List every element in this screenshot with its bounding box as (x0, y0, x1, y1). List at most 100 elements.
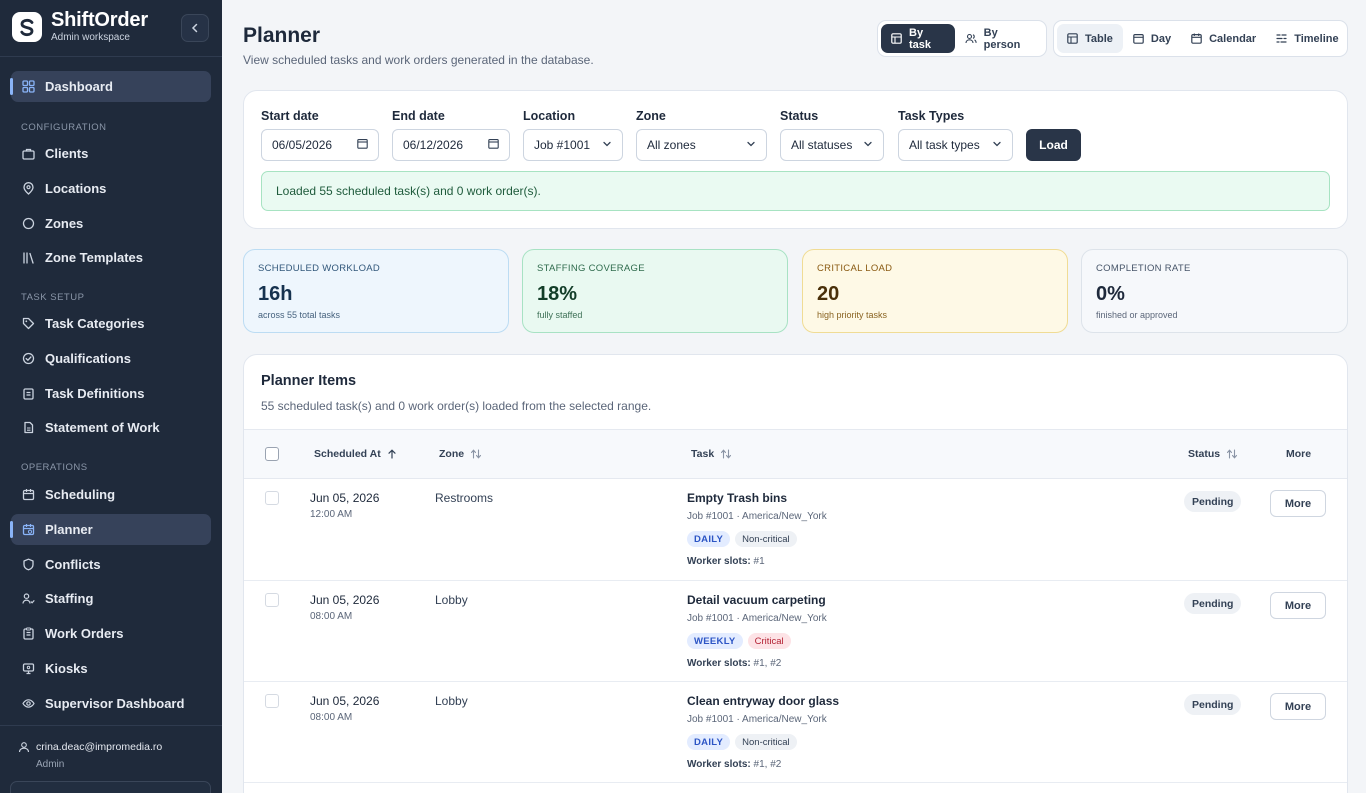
stat-card-workload: SCHEDULED WORKLOAD 16h across 55 total t… (243, 249, 509, 333)
row-job: Job #1001 · America/New_York (687, 511, 827, 522)
row-task-name[interactable]: Empty Trash bins (687, 491, 788, 505)
sort-icon (1226, 449, 1238, 459)
stat-card-coverage: STAFFING COVERAGE 18% fully staffed (522, 249, 788, 333)
end-date-input[interactable]: 06/12/2026 (392, 129, 510, 161)
sidebar-item-label: Task Categories (45, 316, 145, 331)
sidebar: ShiftOrder Admin workspace Dashboard CON… (0, 0, 222, 793)
row-task-name[interactable]: Clean entryway door glass (687, 694, 840, 708)
sidebar-item-task-categories[interactable]: Task Categories (11, 308, 211, 339)
start-date-input[interactable]: 06/05/2026 (261, 129, 379, 161)
sort-icon (470, 449, 482, 459)
table-icon (891, 33, 902, 44)
calendar-clock-icon (21, 523, 35, 537)
collapse-sidebar-button[interactable] (181, 14, 209, 42)
more-button[interactable]: More (1270, 592, 1326, 619)
stat-label: COMPLETION RATE (1096, 263, 1191, 274)
worker-slots: Worker slots: #1, #2 (687, 658, 781, 669)
by-task-button[interactable]: By task (881, 24, 955, 53)
sidebar-item-scheduling[interactable]: Scheduling (11, 479, 211, 510)
sidebar-item-work-orders[interactable]: Work Orders (11, 618, 211, 649)
load-status-message: Loaded 55 scheduled task(s) and 0 work o… (261, 171, 1330, 211)
more-button[interactable]: More (1270, 490, 1326, 517)
zone-select[interactable]: All zones (636, 129, 767, 161)
calendar-view-button[interactable]: Calendar (1181, 24, 1266, 53)
by-person-button[interactable]: By person (955, 24, 1043, 53)
calendar-icon (1133, 33, 1144, 44)
stat-caption: finished or approved (1096, 310, 1178, 320)
row-checkbox[interactable] (265, 694, 279, 708)
grid-icon (21, 80, 35, 94)
workspace-switcher[interactable] (10, 781, 211, 793)
worker-slots: Worker slots: #1, #2 (687, 759, 781, 770)
table-header: Scheduled At Zone Task Status More (244, 429, 1347, 479)
task-types-select[interactable]: All task types (898, 129, 1013, 161)
row-time: 12:00 AM (310, 509, 353, 520)
table-row[interactable]: Jun 05, 2026 08:00 AM Lobby Detail vacuu… (244, 581, 1347, 682)
select-all-checkbox[interactable] (265, 447, 279, 461)
sidebar-item-dashboard[interactable]: Dashboard (10, 71, 211, 102)
day-view-button[interactable]: Day (1123, 24, 1181, 53)
criticality-badge: Critical (747, 633, 791, 649)
eye-icon (21, 697, 35, 711)
load-button[interactable]: Load (1026, 129, 1081, 161)
worker-slots-label: Worker slots: (687, 658, 751, 669)
tag-icon (21, 317, 35, 331)
criticality-badge: Non-critical (735, 734, 797, 750)
brand[interactable]: ShiftOrder Admin workspace (12, 10, 148, 43)
row-time: 08:00 AM (310, 611, 353, 622)
sidebar-item-label: Planner (45, 522, 93, 537)
calendar-icon (488, 138, 499, 152)
table-row[interactable]: Jun 05, 2026 12:00 AM Restrooms Empty Tr… (244, 479, 1347, 581)
location-select[interactable]: Job #1001 (523, 129, 623, 161)
table-view-label: Table (1085, 32, 1113, 45)
sidebar-item-staffing[interactable]: Staffing (11, 583, 211, 614)
status-value: All statuses (791, 138, 853, 152)
user-role: Admin (36, 759, 65, 770)
sidebar-item-zones[interactable]: Zones (11, 208, 211, 239)
status-select[interactable]: All statuses (780, 129, 884, 161)
row-task-name[interactable]: Detail vacuum carpeting (687, 593, 826, 607)
worker-slots-value: #1, #2 (753, 658, 782, 669)
sidebar-item-statement-of-work[interactable]: Statement of Work (11, 412, 211, 443)
check-circle-icon (21, 352, 35, 366)
users-icon (965, 33, 977, 44)
more-button[interactable]: More (1270, 693, 1326, 720)
row-checkbox[interactable] (265, 593, 279, 607)
sidebar-item-supervisor-dashboard[interactable]: Supervisor Dashboard (11, 688, 211, 719)
stat-label: SCHEDULED WORKLOAD (258, 263, 381, 274)
column-label: Status (1188, 448, 1221, 460)
worker-slots-label: Worker slots: (687, 759, 751, 770)
column-label: Scheduled At (314, 448, 381, 460)
timeline-icon (1276, 33, 1287, 44)
chevron-down-icon (602, 138, 612, 152)
sidebar-item-conflicts[interactable]: Conflicts (11, 549, 211, 580)
sidebar-item-label: Clients (45, 146, 89, 161)
sidebar-item-zone-templates[interactable]: Zone Templates (11, 242, 211, 273)
sidebar-item-label: Work Orders (45, 626, 124, 641)
row-job: Job #1001 · America/New_York (687, 714, 827, 725)
sidebar-item-task-definitions[interactable]: Task Definitions (11, 378, 211, 409)
timeline-view-label: Timeline (1294, 32, 1339, 45)
column-zone[interactable]: Zone (439, 448, 482, 460)
column-status[interactable]: Status (1188, 448, 1238, 460)
stat-caption: across 55 total tasks (258, 310, 341, 320)
shiftorder-logo-icon (12, 11, 42, 42)
column-scheduled-at[interactable]: Scheduled At (314, 448, 397, 460)
sidebar-item-planner[interactable]: Planner (10, 514, 211, 545)
sidebar-item-locations[interactable]: Locations (11, 173, 211, 204)
sidebar-item-label: Dashboard (45, 79, 113, 94)
zone-label: Zone (636, 109, 666, 123)
column-task[interactable]: Task (691, 448, 732, 460)
row-date: Jun 05, 2026 (310, 694, 380, 708)
sidebar-item-qualifications[interactable]: Qualifications (11, 343, 211, 374)
sidebar-item-label: Locations (45, 181, 107, 196)
row-checkbox[interactable] (265, 491, 279, 505)
timeline-view-button[interactable]: Timeline (1266, 24, 1348, 53)
criticality-badge: Non-critical (735, 531, 797, 547)
row-time: 08:00 AM (310, 712, 353, 723)
sidebar-item-clients[interactable]: Clients (11, 138, 211, 169)
table-row[interactable]: Jun 05, 2026 08:00 AM Lobby Clean entryw… (244, 682, 1347, 783)
sidebar-item-label: Qualifications (45, 351, 131, 366)
sidebar-item-kiosks[interactable]: Kiosks (11, 653, 211, 684)
table-view-button[interactable]: Table (1057, 24, 1123, 53)
